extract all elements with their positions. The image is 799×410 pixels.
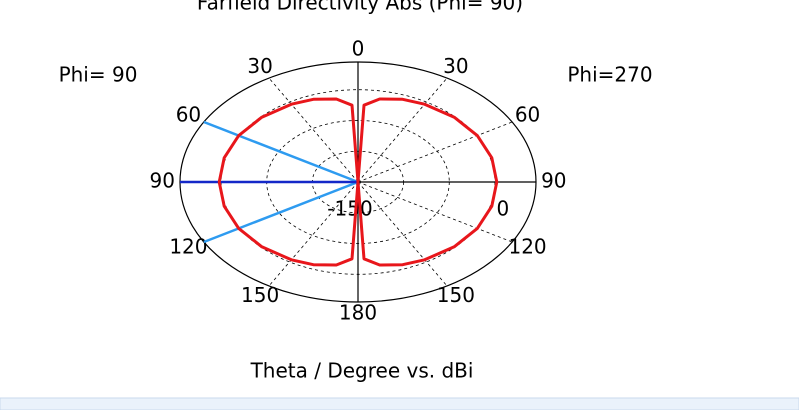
angle-tick-label: 180	[339, 301, 377, 325]
angle-tick-label: 60	[515, 103, 540, 127]
half-power-line	[203, 120, 359, 184]
chart-title: Farfield Directivity Abs (Phi= 90)	[197, 0, 523, 15]
angle-grid	[268, 77, 359, 183]
angle-tick-label: 0	[352, 37, 365, 61]
angle-tick-label: 60	[176, 103, 201, 127]
angle-tick-label: 30	[443, 54, 468, 78]
angle-tick-label: 120	[508, 235, 546, 259]
pattern-line	[356, 97, 499, 267]
radial-tick-label: -150	[327, 197, 372, 221]
angle-tick-label: 90	[149, 169, 174, 193]
angle-grid	[357, 181, 448, 287]
right-plane-label: Phi=270	[567, 63, 652, 87]
pattern-line	[217, 97, 360, 267]
left-plane-label: Phi= 90	[59, 63, 138, 87]
angle-grid	[268, 181, 359, 287]
half-power-line	[203, 180, 359, 244]
angle-tick-label: 30	[247, 54, 272, 78]
axis-label: Theta / Degree vs. dBi	[250, 359, 474, 383]
angle-grid	[357, 77, 448, 183]
angle-tick-label: 150	[437, 283, 475, 307]
angle-tick-label: 120	[169, 235, 207, 259]
radial-tick-label: 0	[497, 197, 510, 221]
angle-tick-label: 90	[541, 169, 566, 193]
status-strip	[0, 397, 799, 410]
angle-tick-label: 150	[241, 283, 279, 307]
